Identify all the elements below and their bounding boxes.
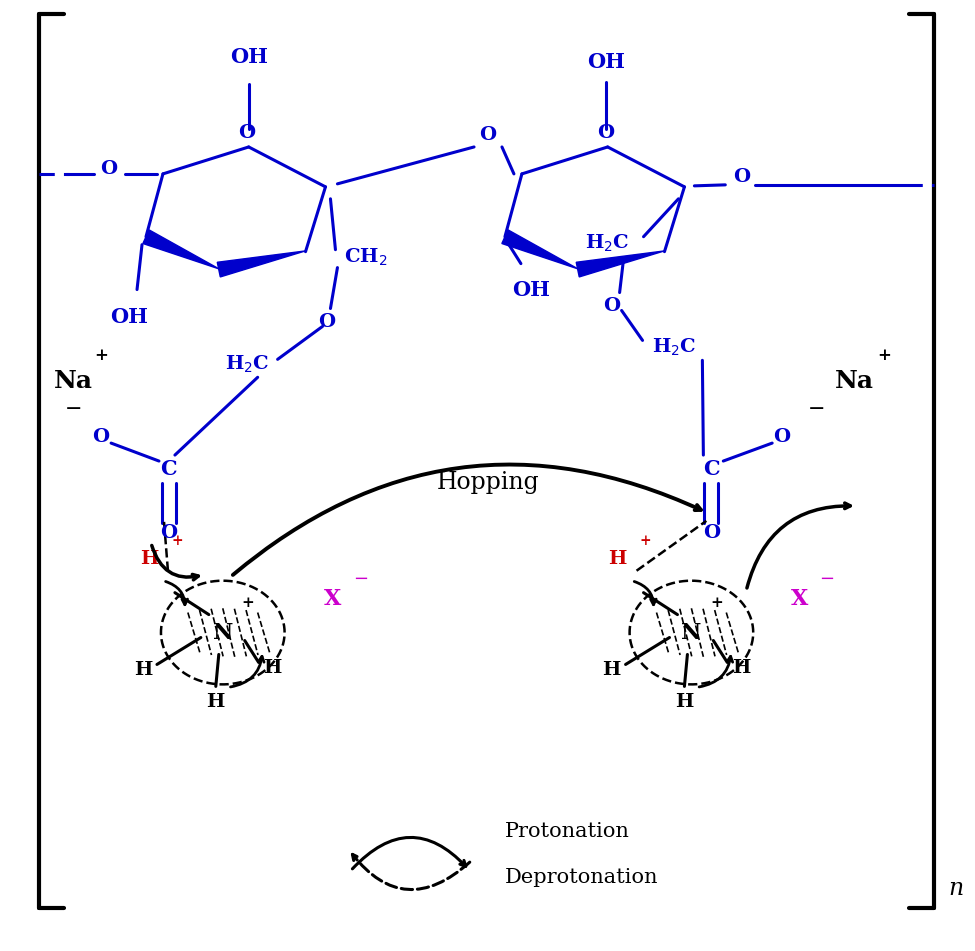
Text: Deprotonation: Deprotonation [505,868,658,887]
Text: H: H [134,662,152,679]
Text: Na: Na [54,369,93,394]
Text: H: H [207,693,225,711]
Text: C: C [703,459,720,479]
Text: X: X [791,588,807,610]
Text: H: H [732,659,751,677]
Text: CH$_2$: CH$_2$ [343,247,387,268]
Text: Na: Na [835,369,874,394]
Text: O: O [318,314,335,332]
Text: H: H [676,693,693,711]
Text: O: O [238,124,255,142]
Text: +: + [242,595,254,610]
Text: O: O [480,126,496,144]
Text: H: H [603,662,621,679]
Text: −: − [64,399,82,418]
Text: O: O [160,524,177,542]
Text: O: O [93,428,110,446]
Text: C: C [161,459,177,479]
Text: Protonation: Protonation [505,823,630,842]
Text: OH: OH [587,52,625,72]
Text: O: O [604,298,620,316]
Text: OH: OH [230,48,268,68]
Text: +: + [171,534,182,548]
Text: +: + [95,347,108,364]
Text: O: O [773,428,791,446]
Polygon shape [143,230,219,269]
Text: H: H [139,550,158,568]
Polygon shape [217,251,305,277]
Text: OH: OH [110,307,148,327]
Text: O: O [732,168,750,185]
Text: O: O [100,160,118,178]
Text: Hopping: Hopping [437,472,539,495]
Text: +: + [640,534,651,548]
Text: −: − [808,399,826,418]
Text: N: N [682,622,702,644]
Polygon shape [576,251,664,277]
Text: −: − [819,570,835,588]
Text: H$_2$C: H$_2$C [585,233,630,254]
Polygon shape [502,230,578,269]
Text: O: O [703,524,720,542]
Text: H$_2$C: H$_2$C [652,337,697,358]
Text: N: N [213,622,233,644]
Text: H: H [608,550,627,568]
Text: +: + [710,595,722,610]
Text: H: H [263,659,282,677]
Text: X: X [324,588,341,610]
Text: O: O [597,124,614,142]
Text: −: − [353,570,368,588]
Text: +: + [877,347,891,364]
Text: OH: OH [512,280,550,300]
Text: n: n [949,877,964,900]
Text: H$_2$C: H$_2$C [225,354,270,375]
